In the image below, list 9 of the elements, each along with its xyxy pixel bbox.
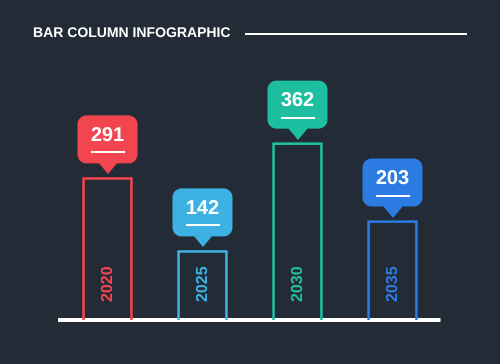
data-label: 142 [186,196,220,219]
chart-title: BAR COLUMN INFOGRAPHIC [33,24,231,40]
x-tick-label: 2025 [194,266,211,302]
data-label: 203 [376,167,410,190]
data-label: 291 [90,124,124,146]
x-tick-label: 2030 [288,266,306,302]
data-label: 362 [280,89,314,112]
x-tick-label: 2035 [384,266,401,302]
x-tick-label: 2020 [98,266,116,302]
